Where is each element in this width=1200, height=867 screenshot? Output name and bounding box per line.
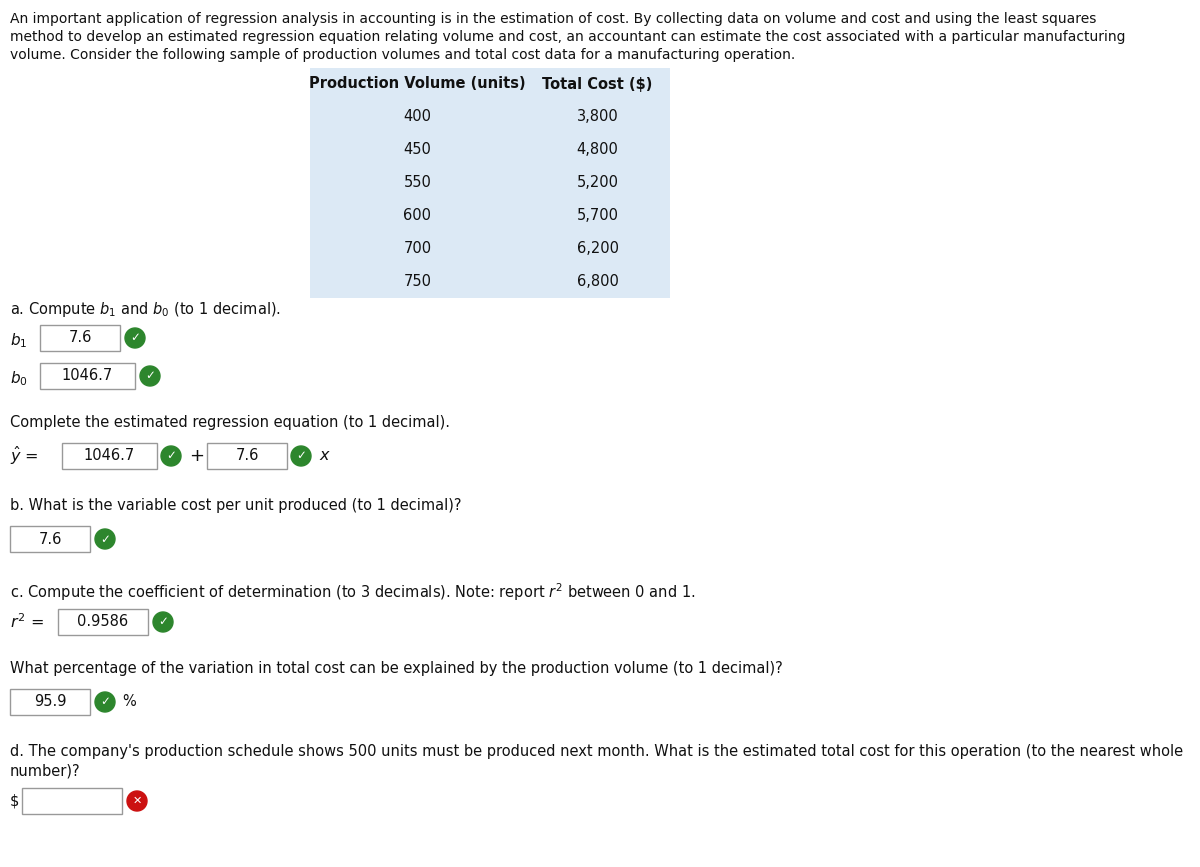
Circle shape	[125, 328, 145, 348]
Text: 750: 750	[403, 274, 432, 289]
Circle shape	[140, 366, 160, 386]
Text: 600: 600	[403, 208, 432, 223]
Text: 7.6: 7.6	[38, 531, 61, 546]
Text: $r^2$ =: $r^2$ =	[10, 613, 44, 631]
Text: An important application of regression analysis in accounting is in the estimati: An important application of regression a…	[10, 12, 1097, 26]
Circle shape	[161, 446, 181, 466]
Text: ✓: ✓	[296, 449, 306, 462]
Text: 4,800: 4,800	[576, 142, 618, 157]
Bar	[208, 443, 287, 469]
Text: volume. Consider the following sample of production volumes and total cost data : volume. Consider the following sample of…	[10, 48, 796, 62]
Circle shape	[154, 612, 173, 632]
Text: 5,200: 5,200	[576, 175, 618, 190]
Text: 6,800: 6,800	[576, 274, 618, 289]
Text: $b_1$: $b_1$	[10, 332, 28, 350]
Text: $x$: $x$	[319, 448, 331, 464]
Circle shape	[95, 692, 115, 712]
Text: Production Volume (units): Production Volume (units)	[310, 76, 526, 92]
Text: 450: 450	[403, 142, 432, 157]
Text: Total Cost ($): Total Cost ($)	[542, 76, 653, 92]
Bar	[62, 443, 157, 469]
Text: c. Compute the coefficient of determination (to 3 decimals). Note: report $r^2$ : c. Compute the coefficient of determinat…	[10, 581, 696, 603]
Text: 3,800: 3,800	[577, 109, 618, 124]
Text: 400: 400	[403, 109, 432, 124]
Circle shape	[292, 446, 311, 466]
Bar	[22, 788, 122, 814]
Text: 550: 550	[403, 175, 432, 190]
Circle shape	[95, 529, 115, 549]
Circle shape	[127, 791, 148, 811]
Text: $b_0$: $b_0$	[10, 369, 28, 388]
Text: ✓: ✓	[158, 616, 168, 629]
Text: d. The company's production schedule shows 500 units must be produced next month: d. The company's production schedule sho…	[10, 744, 1183, 759]
Text: What percentage of the variation in total cost can be explained by the productio: What percentage of the variation in tota…	[10, 661, 782, 676]
Text: 5,700: 5,700	[576, 208, 618, 223]
Text: method to develop an estimated regression equation relating volume and cost, an : method to develop an estimated regressio…	[10, 30, 1126, 44]
Text: 1046.7: 1046.7	[84, 448, 136, 464]
Text: %: %	[122, 694, 136, 709]
Text: 1046.7: 1046.7	[62, 368, 113, 383]
Text: ✓: ✓	[166, 449, 176, 462]
Text: 700: 700	[403, 241, 432, 256]
Bar	[310, 68, 670, 298]
Bar	[10, 689, 90, 715]
Text: $\hat{y}$ =: $\hat{y}$ =	[10, 445, 38, 467]
Text: ✓: ✓	[100, 695, 110, 708]
Bar	[40, 325, 120, 351]
Text: Complete the estimated regression equation (to 1 decimal).: Complete the estimated regression equati…	[10, 415, 450, 430]
Text: $: $	[10, 793, 19, 809]
Text: number)?: number)?	[10, 764, 80, 779]
Bar	[10, 526, 90, 552]
Text: b. What is the variable cost per unit produced (to 1 decimal)?: b. What is the variable cost per unit pr…	[10, 498, 462, 513]
Text: 95.9: 95.9	[34, 694, 66, 709]
Text: ✓: ✓	[100, 532, 110, 545]
Bar	[58, 609, 148, 635]
Text: ✕: ✕	[132, 796, 142, 806]
Bar	[40, 363, 134, 389]
Text: ✓: ✓	[130, 331, 140, 344]
Text: 0.9586: 0.9586	[78, 615, 128, 629]
Text: +: +	[190, 447, 204, 465]
Text: a. Compute $b_1$ and $b_0$ (to 1 decimal).: a. Compute $b_1$ and $b_0$ (to 1 decimal…	[10, 300, 281, 319]
Text: 6,200: 6,200	[576, 241, 618, 256]
Text: ✓: ✓	[145, 369, 155, 382]
Text: 7.6: 7.6	[68, 330, 91, 346]
Text: 7.6: 7.6	[235, 448, 259, 464]
